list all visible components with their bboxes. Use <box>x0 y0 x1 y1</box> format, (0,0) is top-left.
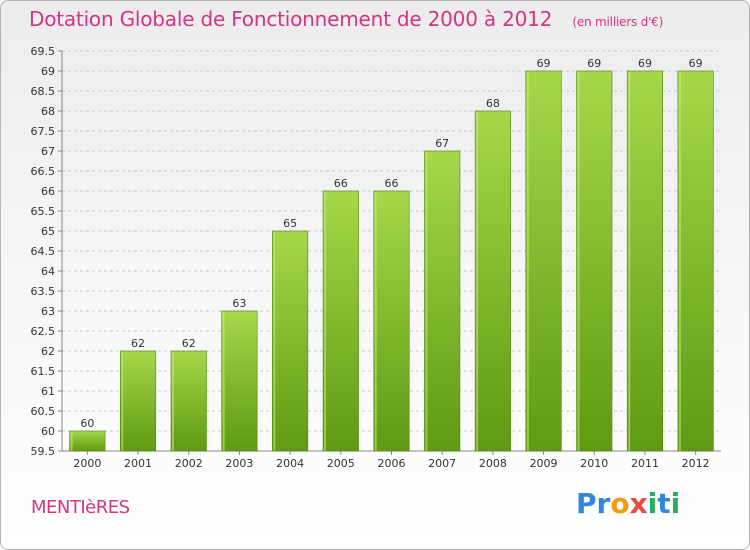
bar-highlight <box>577 72 580 451</box>
logo-letter: P <box>576 487 597 520</box>
y-tick-label: 59.5 <box>31 445 56 458</box>
y-tick-label: 68 <box>41 105 55 118</box>
bar-highlight <box>70 432 73 451</box>
labels: 60 2000 62 2001 62 2002 63 2003 65 2004 66 2005 66 20… <box>73 57 709 470</box>
bar-2004 <box>272 230 309 452</box>
data-label-2000: 60 <box>80 417 94 430</box>
y-tick-label: 65.5 <box>31 205 56 218</box>
bar-highlight <box>425 152 428 451</box>
data-label-2001: 62 <box>131 337 145 350</box>
x-tick-label-2001: 2001 <box>124 457 152 470</box>
bar-2003 <box>221 310 258 452</box>
data-label-2003: 63 <box>232 297 246 310</box>
bar-highlight <box>324 192 327 451</box>
y-tick-label: 67.5 <box>31 125 56 138</box>
y-tick-label: 61.5 <box>31 365 56 378</box>
y-tick-label: 62 <box>41 345 55 358</box>
bar-highlight <box>171 352 174 451</box>
bar-2012 <box>677 70 714 452</box>
bar-2000 <box>69 430 106 452</box>
y-tick-label: 60.5 <box>31 405 56 418</box>
x-tick-label-2006: 2006 <box>378 457 406 470</box>
bar-highlight <box>121 352 124 451</box>
x-tick-label-2005: 2005 <box>327 457 355 470</box>
commune-name: MENTIèRES <box>31 497 130 518</box>
bar-2010 <box>576 70 613 452</box>
data-label-2009: 69 <box>537 57 551 70</box>
data-label-2002: 62 <box>182 337 196 350</box>
bar-2009 <box>525 70 562 452</box>
bar-2002 <box>170 350 207 452</box>
chart-title-text: Dotation Globale de Fonctionnement de 20… <box>29 7 553 31</box>
bar-highlight <box>476 112 479 451</box>
x-tick-label-2000: 2000 <box>73 457 101 470</box>
y-tick-label: 64 <box>41 265 55 278</box>
data-label-2005: 66 <box>334 177 348 190</box>
proxiti-logo[interactable]: Proxiti <box>576 487 680 520</box>
data-label-2012: 69 <box>689 57 703 70</box>
x-tick-label-2007: 2007 <box>428 457 456 470</box>
bar-2001 <box>119 350 157 452</box>
y-tick-label: 64.5 <box>31 245 56 258</box>
bar-highlight <box>526 72 529 451</box>
logo-letter: o <box>610 487 630 520</box>
data-label-2004: 65 <box>283 217 297 230</box>
bar-2005 <box>322 190 359 452</box>
y-tick-label: 63.5 <box>31 285 56 298</box>
bar-highlight <box>222 312 225 451</box>
chart-unit: (en milliers d'€) <box>572 15 664 29</box>
logo-letter: i <box>647 487 658 520</box>
y-tick-label: 67 <box>41 145 55 158</box>
data-label-2007: 67 <box>435 137 449 150</box>
bar-2011 <box>626 70 664 452</box>
bar-highlight <box>374 192 377 451</box>
bar-highlight <box>628 72 631 451</box>
y-tick-label: 69 <box>41 65 55 78</box>
bar-highlight <box>678 72 681 451</box>
x-tick-label-2010: 2010 <box>580 457 608 470</box>
logo-letter: x <box>629 487 648 520</box>
x-tick-label-2011: 2011 <box>631 457 659 470</box>
y-tick-label: 66 <box>41 185 55 198</box>
x-tick-label-2008: 2008 <box>479 457 507 470</box>
axes: 59.5 60 60.5 61 61.5 62 62.5 63 63.5 64 64.5 65 65.5… <box>31 45 721 458</box>
x-tick-label-2002: 2002 <box>175 457 203 470</box>
x-tick-label-2009: 2009 <box>530 457 558 470</box>
y-tick-label: 66.5 <box>31 165 56 178</box>
y-tick-label: 69.5 <box>31 45 56 58</box>
data-label-2010: 69 <box>587 57 601 70</box>
bar-2007 <box>424 150 461 452</box>
y-tick-label: 61 <box>41 385 55 398</box>
logo-letter: r <box>596 487 611 520</box>
y-tick-label: 63 <box>41 305 55 318</box>
logo-letter: i <box>670 487 681 520</box>
y-tick-label: 65 <box>41 225 55 238</box>
x-tick-label-2004: 2004 <box>276 457 304 470</box>
logo-letter: t <box>657 487 671 520</box>
chart-title: Dotation Globale de Fonctionnement de 20… <box>29 7 663 31</box>
y-tick-label: 60 <box>41 425 55 438</box>
bar-2006 <box>373 190 410 452</box>
data-label-2008: 68 <box>486 97 500 110</box>
y-tick-label: 68.5 <box>31 85 56 98</box>
data-label-2006: 66 <box>385 177 399 190</box>
bar-2008 <box>474 110 511 452</box>
bar-highlight <box>273 232 276 451</box>
x-tick-label-2003: 2003 <box>225 457 253 470</box>
x-tick-label-2012: 2012 <box>682 457 710 470</box>
data-label-2011: 69 <box>638 57 652 70</box>
bars <box>69 70 714 452</box>
y-tick-label: 62.5 <box>31 325 56 338</box>
